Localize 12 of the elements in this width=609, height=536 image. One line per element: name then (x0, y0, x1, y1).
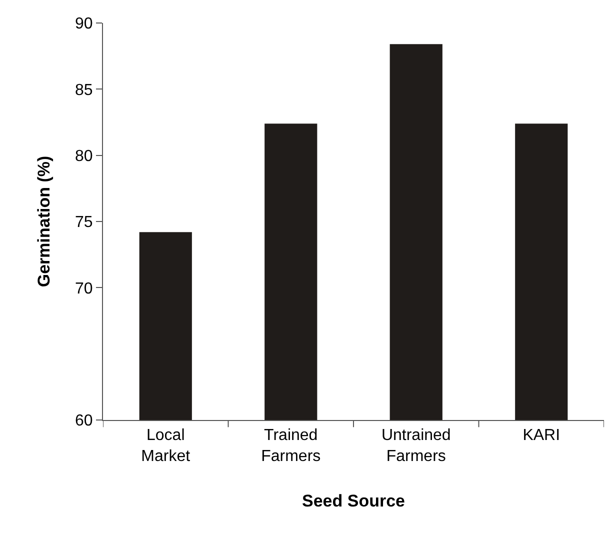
y-tick-label: 60 (75, 412, 93, 430)
y-axis-title: Germination (%) (34, 156, 54, 288)
x-tick-label: Trained Farmers (261, 427, 321, 465)
y-tick-label: 70 (75, 280, 93, 298)
y-tick-label: 90 (75, 16, 93, 33)
y-tick-label: 85 (75, 82, 93, 99)
y-tick-label: 80 (75, 148, 93, 165)
x-tick-label: Local Market (141, 427, 191, 465)
x-tick-label: KARI (522, 427, 560, 444)
x-axis-title: Seed Source (302, 491, 405, 510)
x-tick-label: Untrained Farmers (381, 427, 451, 465)
y-tick-label: 75 (75, 214, 93, 232)
